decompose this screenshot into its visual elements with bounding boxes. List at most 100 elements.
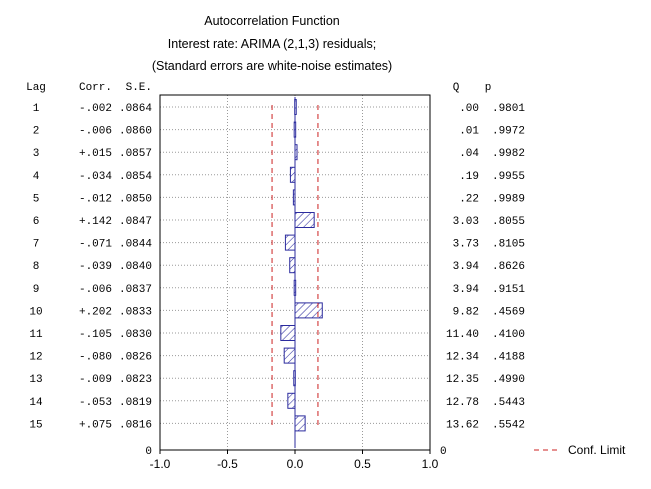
se-value: .0857 xyxy=(119,148,152,160)
zero-label-right: 0 xyxy=(440,446,447,458)
legend-conf-limit-label: Conf. Limit xyxy=(568,443,626,457)
p-value: .5443 xyxy=(492,397,525,409)
q-value: .00 xyxy=(459,103,479,115)
header-corr: Corr. xyxy=(79,82,112,94)
q-value: 3.94 xyxy=(453,284,480,296)
x-tick-label: 0.5 xyxy=(354,457,371,471)
table-row: 10 +.202 .0833 9.82 .4569 xyxy=(29,306,525,318)
acf-bar xyxy=(294,212,315,228)
p-value: .9801 xyxy=(492,103,525,115)
p-value: .4990 xyxy=(492,374,525,386)
corr-value: +.015 xyxy=(79,148,112,160)
se-value: .0854 xyxy=(119,171,152,183)
p-value: .5542 xyxy=(492,419,525,431)
corr-value: -.009 xyxy=(79,374,112,386)
corr-value: +.075 xyxy=(79,419,112,431)
acf-bar xyxy=(289,257,296,274)
axis-layer: -1.0 -0.5 0.0 0.5 1.00 0 xyxy=(145,94,447,471)
se-value: .0837 xyxy=(119,284,152,296)
q-value: .01 xyxy=(459,126,479,138)
lag-value: 14 xyxy=(29,397,43,409)
se-value: .0864 xyxy=(119,103,152,115)
table-row: 9 -.006 .0837 3.94 .9151 xyxy=(33,284,526,296)
se-value: .0850 xyxy=(119,193,152,205)
header-se: S.E. xyxy=(126,82,152,94)
se-value: .0819 xyxy=(119,397,152,409)
x-tick-label: -0.5 xyxy=(217,457,238,471)
acf-bar xyxy=(294,302,323,319)
lag-value: 12 xyxy=(29,352,42,364)
table-row: 11 -.105 .0830 11.40 .4100 xyxy=(29,329,525,341)
corr-value: -.053 xyxy=(79,397,112,409)
lag-value: 8 xyxy=(33,261,40,273)
table-row: 8 -.039 .0840 3.94 .8626 xyxy=(33,261,525,273)
p-value: .9982 xyxy=(492,148,525,160)
acf-bar xyxy=(294,415,306,432)
se-value: .0816 xyxy=(119,419,152,431)
se-value: .0860 xyxy=(119,126,152,138)
lag-value: 2 xyxy=(33,126,40,138)
header-lag: Lag xyxy=(26,82,46,94)
q-value: .19 xyxy=(459,171,479,183)
chart-subtitle: Interest rate: ARIMA (2,1,3) residuals; xyxy=(168,37,376,51)
corr-value: -.006 xyxy=(79,126,112,138)
table-row: 13 -.009 .0823 12.35 .4990 xyxy=(29,374,525,386)
q-value: 9.82 xyxy=(453,306,479,318)
p-value: .9972 xyxy=(492,126,525,138)
acf-bar xyxy=(287,392,296,409)
table-row: 15 +.075 .0816 13.62 .5542 xyxy=(29,419,525,431)
q-value: 12.35 xyxy=(446,374,479,386)
lag-value: 1 xyxy=(33,103,40,115)
p-value: .8105 xyxy=(492,239,525,251)
acf-bar xyxy=(293,121,297,138)
legend: Conf. Limit xyxy=(534,443,626,457)
lag-value: 5 xyxy=(33,193,40,205)
lag-value: 15 xyxy=(29,419,42,431)
lag-value: 3 xyxy=(33,148,40,160)
p-value: .9151 xyxy=(492,284,525,296)
table-row: 4 -.034 .0854 .19 .9955 xyxy=(33,171,525,183)
q-value: 13.62 xyxy=(446,419,479,431)
table-row: 2 -.006 .0860 .01 .9972 xyxy=(33,126,525,138)
table-row: 12 -.080 .0826 12.34 .4188 xyxy=(29,352,525,364)
acf-bar xyxy=(283,347,296,364)
se-value: .0830 xyxy=(119,329,152,341)
q-value: 3.73 xyxy=(453,239,479,251)
acf-bar xyxy=(284,234,296,251)
header-p: p xyxy=(485,82,492,94)
chart-title: Autocorrelation Function xyxy=(204,14,340,28)
acf-bar xyxy=(293,279,297,296)
q-value: 3.94 xyxy=(453,261,480,273)
acf-bar xyxy=(280,325,296,341)
lag-value: 7 xyxy=(33,239,40,251)
p-value: .9955 xyxy=(492,171,525,183)
acf-bar xyxy=(294,99,297,115)
corr-value: -.080 xyxy=(79,352,112,364)
lag-value: 4 xyxy=(33,171,40,183)
lag-value: 6 xyxy=(33,216,40,228)
table-row: 7 -.071 .0844 3.73 .8105 xyxy=(33,239,525,251)
lag-value: 11 xyxy=(29,329,43,341)
acf-bar xyxy=(289,166,296,183)
corr-value: -.012 xyxy=(79,193,112,205)
acf-bar xyxy=(292,189,296,206)
q-value: 3.03 xyxy=(453,216,479,228)
table-row: 5 -.012 .0850 .22 .9989 xyxy=(33,193,525,205)
table-rows: 1 -.002 .0864 .00 .9801 2 -.006 .0860 .01 .9972 3 +… xyxy=(29,103,525,431)
bars-layer xyxy=(280,97,323,448)
table-row: 3 +.015 .0857 .04 .9982 xyxy=(33,148,525,160)
zero-label-left: 0 xyxy=(145,446,152,458)
q-value: 12.78 xyxy=(446,397,479,409)
lag-value: 10 xyxy=(29,306,42,318)
corr-value: -.071 xyxy=(79,239,112,251)
x-tick-label: -1.0 xyxy=(150,457,171,471)
se-value: .0840 xyxy=(119,261,152,273)
q-value: .22 xyxy=(459,193,479,205)
p-value: .8055 xyxy=(492,216,525,228)
lag-value: 9 xyxy=(33,284,40,296)
x-tick-label: 0.0 xyxy=(287,457,304,471)
corr-value: -.006 xyxy=(79,284,112,296)
se-value: .0847 xyxy=(119,216,152,228)
table-row: 1 -.002 .0864 .00 .9801 xyxy=(33,103,526,115)
